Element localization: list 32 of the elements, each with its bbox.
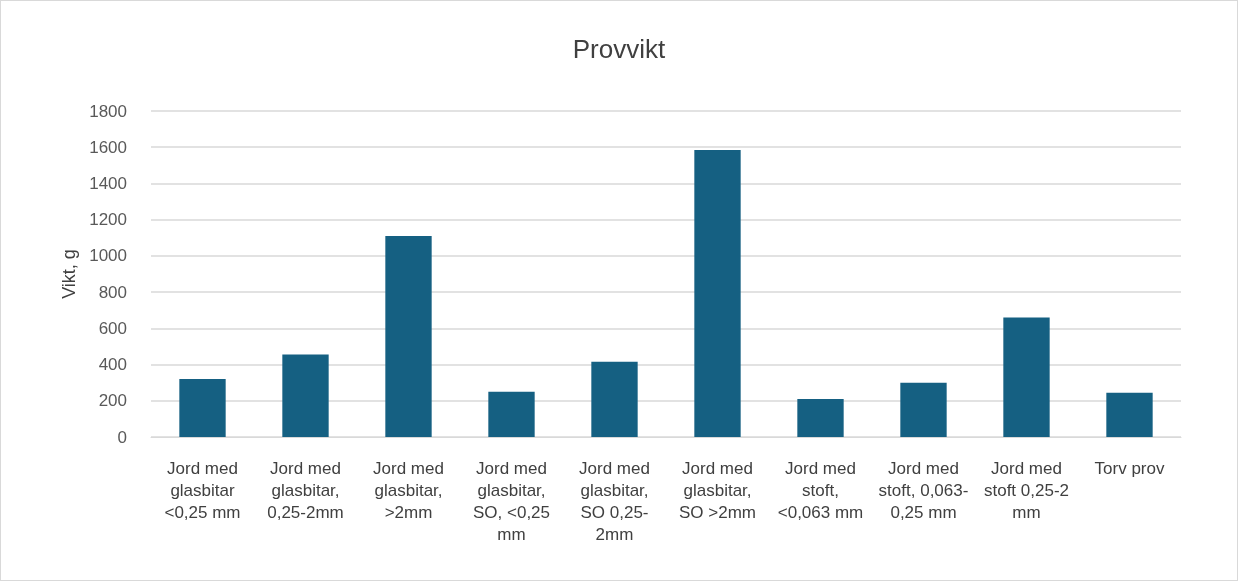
- x-tick-label: Jord med stoft, 0,063-0,25 mm: [878, 458, 969, 522]
- x-tick-label: Jord med stoft, <0,063 mm: [777, 458, 864, 522]
- chart-title: Provvikt: [572, 34, 666, 64]
- y-tick-label: 800: [98, 282, 127, 302]
- bar: [488, 391, 535, 437]
- x-tick-label: Jord med glasbitar, SO, <0,25 mm: [472, 458, 551, 544]
- bar: [179, 379, 226, 437]
- x-tick-label: Jord med glasbitar, 0,25-2mm: [267, 458, 344, 522]
- bar: [1003, 317, 1050, 437]
- bar: [900, 382, 947, 437]
- x-tick-label: Torv prov: [1094, 458, 1165, 478]
- y-tick-label: 1600: [89, 137, 127, 157]
- x-tick-label: Jord med glasbitar, SO 0,25-2mm: [579, 458, 650, 544]
- bar: [282, 354, 329, 437]
- x-tick-label: Jord med glasbitar, >2mm: [373, 458, 444, 522]
- y-tick-label: 600: [98, 318, 127, 338]
- y-tick-label: 1000: [89, 246, 127, 266]
- bar: [797, 398, 844, 437]
- y-tick-label: 400: [98, 355, 127, 375]
- x-tick-label: Jord med glasbitar, SO >2mm: [679, 458, 756, 522]
- bar: [591, 361, 638, 437]
- bar: [385, 235, 432, 437]
- y-tick-label: 1400: [89, 173, 127, 193]
- y-tick-label: 1200: [89, 210, 127, 230]
- x-tick-label: Jord med stoft 0,25-2 mm: [983, 458, 1070, 522]
- y-axis-title: Vikt, g: [59, 249, 80, 299]
- y-tick-label: 1800: [89, 101, 127, 121]
- y-tick-label: 200: [98, 391, 127, 411]
- bar: [694, 149, 741, 437]
- bar: [1106, 392, 1153, 437]
- y-tick-label: 0: [117, 427, 127, 447]
- x-tick-label: Jord med glasbitar <0,25 mm: [164, 458, 241, 522]
